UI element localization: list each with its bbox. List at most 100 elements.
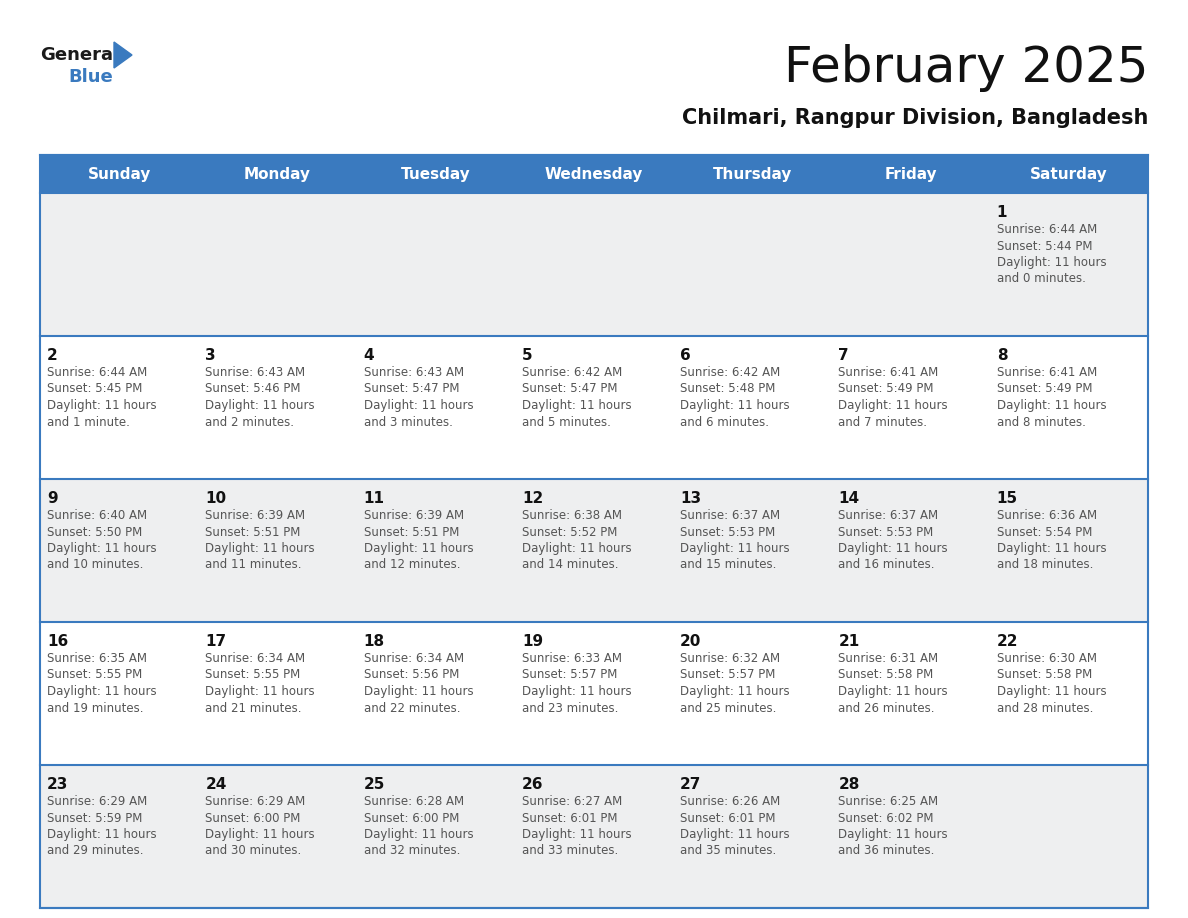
Bar: [40, 336, 198, 479]
Bar: [40, 765, 198, 908]
Text: Sunset: 6:02 PM: Sunset: 6:02 PM: [839, 812, 934, 824]
Text: and 30 minutes.: and 30 minutes.: [206, 845, 302, 857]
Text: Sunrise: 6:32 AM: Sunrise: 6:32 AM: [681, 652, 781, 665]
Bar: [514, 193, 674, 336]
Text: and 3 minutes.: and 3 minutes.: [364, 416, 453, 429]
Bar: [832, 622, 990, 765]
Text: Wednesday: Wednesday: [545, 166, 643, 182]
Text: and 14 minutes.: and 14 minutes.: [522, 558, 619, 572]
Text: and 10 minutes.: and 10 minutes.: [48, 558, 144, 572]
Bar: [40, 155, 1148, 908]
Bar: [514, 479, 674, 622]
Bar: [356, 765, 514, 908]
Bar: [514, 622, 674, 765]
Text: 28: 28: [839, 777, 860, 792]
Text: Sunset: 5:58 PM: Sunset: 5:58 PM: [997, 668, 1092, 681]
Text: and 28 minutes.: and 28 minutes.: [997, 701, 1093, 714]
Text: Daylight: 11 hours: Daylight: 11 hours: [522, 542, 632, 555]
Text: Daylight: 11 hours: Daylight: 11 hours: [839, 399, 948, 412]
Text: Daylight: 11 hours: Daylight: 11 hours: [839, 685, 948, 698]
Text: Sunset: 6:01 PM: Sunset: 6:01 PM: [522, 812, 618, 824]
Text: Sunrise: 6:44 AM: Sunrise: 6:44 AM: [997, 223, 1097, 236]
Text: 14: 14: [839, 491, 860, 506]
Bar: [198, 622, 356, 765]
Bar: [990, 479, 1148, 622]
Text: 17: 17: [206, 634, 227, 649]
Bar: [356, 622, 514, 765]
Bar: [674, 622, 832, 765]
Text: 8: 8: [997, 348, 1007, 363]
Text: 27: 27: [681, 777, 702, 792]
Text: and 23 minutes.: and 23 minutes.: [522, 701, 618, 714]
Bar: [40, 479, 198, 622]
Text: 4: 4: [364, 348, 374, 363]
Text: 7: 7: [839, 348, 849, 363]
Text: Sunrise: 6:38 AM: Sunrise: 6:38 AM: [522, 509, 621, 522]
Text: Sunrise: 6:34 AM: Sunrise: 6:34 AM: [206, 652, 305, 665]
Text: Sunrise: 6:42 AM: Sunrise: 6:42 AM: [681, 366, 781, 379]
Text: Sunrise: 6:37 AM: Sunrise: 6:37 AM: [839, 509, 939, 522]
Text: Sunrise: 6:40 AM: Sunrise: 6:40 AM: [48, 509, 147, 522]
Text: Sunset: 5:47 PM: Sunset: 5:47 PM: [522, 383, 618, 396]
Text: Sunset: 5:52 PM: Sunset: 5:52 PM: [522, 525, 618, 539]
Bar: [674, 193, 832, 336]
Text: 13: 13: [681, 491, 701, 506]
Text: Sunrise: 6:33 AM: Sunrise: 6:33 AM: [522, 652, 621, 665]
Text: Daylight: 11 hours: Daylight: 11 hours: [997, 685, 1106, 698]
Text: Daylight: 11 hours: Daylight: 11 hours: [522, 685, 632, 698]
Bar: [990, 765, 1148, 908]
Text: Daylight: 11 hours: Daylight: 11 hours: [206, 685, 315, 698]
Text: 20: 20: [681, 634, 702, 649]
Text: Sunset: 5:56 PM: Sunset: 5:56 PM: [364, 668, 459, 681]
Bar: [40, 155, 1148, 193]
Text: Sunset: 5:49 PM: Sunset: 5:49 PM: [997, 383, 1092, 396]
Text: 22: 22: [997, 634, 1018, 649]
Text: Sunrise: 6:43 AM: Sunrise: 6:43 AM: [206, 366, 305, 379]
Text: Sunday: Sunday: [88, 166, 151, 182]
Bar: [198, 765, 356, 908]
Text: Sunset: 5:47 PM: Sunset: 5:47 PM: [364, 383, 459, 396]
Text: Daylight: 11 hours: Daylight: 11 hours: [839, 542, 948, 555]
Bar: [832, 479, 990, 622]
Text: 26: 26: [522, 777, 543, 792]
Text: Daylight: 11 hours: Daylight: 11 hours: [364, 542, 473, 555]
Text: 9: 9: [48, 491, 58, 506]
Text: Sunset: 5:53 PM: Sunset: 5:53 PM: [839, 525, 934, 539]
Bar: [198, 193, 356, 336]
Text: Daylight: 11 hours: Daylight: 11 hours: [364, 685, 473, 698]
Bar: [832, 336, 990, 479]
Text: and 35 minutes.: and 35 minutes.: [681, 845, 777, 857]
Text: and 22 minutes.: and 22 minutes.: [364, 701, 460, 714]
Bar: [356, 336, 514, 479]
Text: Sunset: 5:55 PM: Sunset: 5:55 PM: [48, 668, 143, 681]
Text: Sunrise: 6:25 AM: Sunrise: 6:25 AM: [839, 795, 939, 808]
Text: 5: 5: [522, 348, 532, 363]
Text: Daylight: 11 hours: Daylight: 11 hours: [997, 399, 1106, 412]
Bar: [832, 765, 990, 908]
Bar: [990, 336, 1148, 479]
Text: and 2 minutes.: and 2 minutes.: [206, 416, 295, 429]
Text: Sunset: 5:57 PM: Sunset: 5:57 PM: [681, 668, 776, 681]
Text: Sunset: 5:58 PM: Sunset: 5:58 PM: [839, 668, 934, 681]
Text: Sunset: 6:01 PM: Sunset: 6:01 PM: [681, 812, 776, 824]
Text: and 1 minute.: and 1 minute.: [48, 416, 129, 429]
Text: February 2025: February 2025: [784, 44, 1148, 92]
Text: Sunset: 5:46 PM: Sunset: 5:46 PM: [206, 383, 301, 396]
Text: 25: 25: [364, 777, 385, 792]
Text: Friday: Friday: [884, 166, 937, 182]
Bar: [674, 479, 832, 622]
Text: and 26 minutes.: and 26 minutes.: [839, 701, 935, 714]
Text: Sunset: 5:59 PM: Sunset: 5:59 PM: [48, 812, 143, 824]
Text: and 11 minutes.: and 11 minutes.: [206, 558, 302, 572]
Bar: [514, 765, 674, 908]
Text: Daylight: 11 hours: Daylight: 11 hours: [364, 399, 473, 412]
Text: and 21 minutes.: and 21 minutes.: [206, 701, 302, 714]
Text: and 36 minutes.: and 36 minutes.: [839, 845, 935, 857]
Bar: [356, 479, 514, 622]
Text: Sunrise: 6:29 AM: Sunrise: 6:29 AM: [206, 795, 305, 808]
Text: Daylight: 11 hours: Daylight: 11 hours: [206, 399, 315, 412]
Text: and 25 minutes.: and 25 minutes.: [681, 701, 777, 714]
Text: General: General: [40, 46, 119, 64]
Text: Daylight: 11 hours: Daylight: 11 hours: [681, 399, 790, 412]
Text: Daylight: 11 hours: Daylight: 11 hours: [681, 685, 790, 698]
